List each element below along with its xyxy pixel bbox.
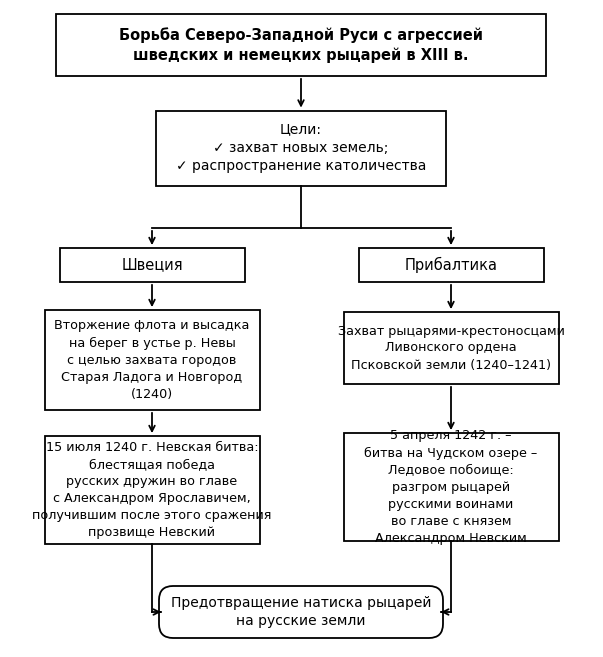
FancyBboxPatch shape [56, 14, 546, 76]
Text: Борьба Северо-Западной Руси с агрессией
шведских и немецких рыцарей в XIII в.: Борьба Северо-Западной Руси с агрессией … [119, 27, 483, 63]
FancyBboxPatch shape [359, 248, 543, 282]
Text: Швеция: Швеция [121, 258, 183, 273]
FancyBboxPatch shape [60, 248, 244, 282]
Text: Вторжение флота и высадка
на берег в устье р. Невы
с целью захвата городов
Стара: Вторжение флота и высадка на берег в уст… [54, 319, 250, 401]
Text: Цели:
✓ захват новых земель;
✓ распространение католичества: Цели: ✓ захват новых земель; ✓ распростр… [176, 123, 426, 173]
FancyBboxPatch shape [159, 586, 443, 638]
Text: Предотвращение натиска рыцарей
на русские земли: Предотвращение натиска рыцарей на русски… [171, 596, 431, 628]
Text: 5 апреля 1242 г. –
битва на Чудском озере –
Ледовое побоище:
разгром рыцарей
рус: 5 апреля 1242 г. – битва на Чудском озер… [364, 430, 538, 545]
FancyBboxPatch shape [344, 433, 558, 541]
FancyBboxPatch shape [45, 310, 259, 410]
Text: Захват рыцарями-крестоносцами
Ливонского ордена
Псковской земли (1240–1241): Захват рыцарями-крестоносцами Ливонского… [338, 325, 564, 371]
Text: 15 июля 1240 г. Невская битва:
блестящая победа
русских дружин во главе
с Алекса: 15 июля 1240 г. Невская битва: блестящая… [33, 441, 272, 539]
FancyBboxPatch shape [45, 436, 259, 544]
FancyBboxPatch shape [344, 312, 558, 384]
FancyBboxPatch shape [156, 110, 446, 185]
Text: Прибалтика: Прибалтика [405, 257, 497, 273]
